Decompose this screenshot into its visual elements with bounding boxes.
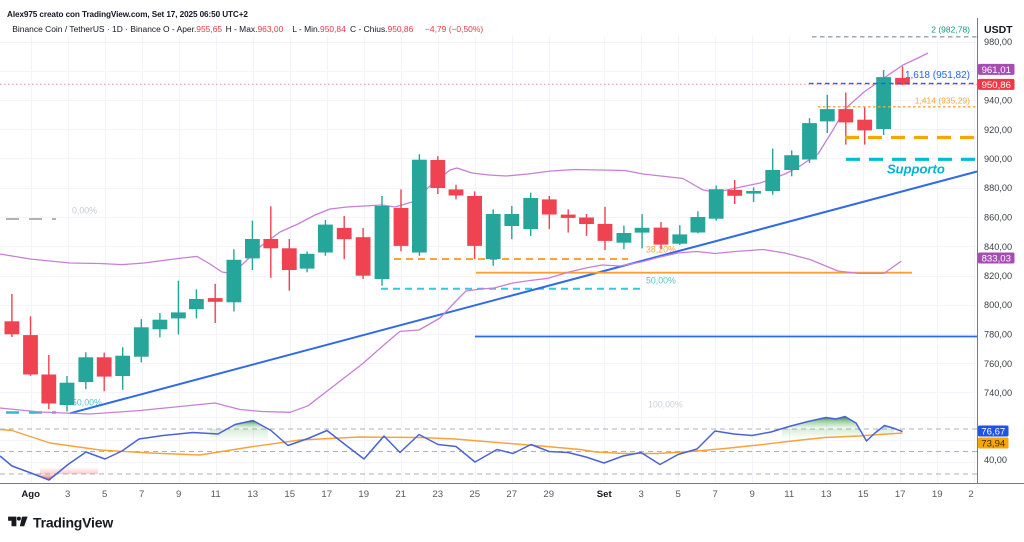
svg-text:19: 19 [932, 489, 943, 500]
svg-text:73,94: 73,94 [981, 439, 1006, 450]
svg-text:USDT: USDT [984, 24, 1013, 36]
svg-text:900,00: 900,00 [984, 154, 1012, 164]
svg-text:Alex975 creato con TradingView: Alex975 creato con TradingView.com, Set … [7, 10, 248, 19]
svg-text:Set: Set [597, 489, 613, 500]
svg-text:17: 17 [321, 489, 332, 500]
svg-text:Ago: Ago [21, 489, 40, 500]
svg-text:50,00%: 50,00% [72, 398, 102, 408]
svg-text:2 (982,78): 2 (982,78) [931, 25, 970, 35]
svg-text:3: 3 [639, 489, 644, 500]
svg-text:−4,79 (−0,50%): −4,79 (−0,50%) [425, 24, 483, 34]
svg-text:980,00: 980,00 [984, 37, 1012, 47]
svg-text:820,00: 820,00 [984, 271, 1012, 281]
svg-text:100,00%: 100,00% [648, 400, 683, 410]
svg-text:920,00: 920,00 [984, 125, 1012, 135]
svg-text:29: 29 [543, 489, 554, 500]
svg-text:27: 27 [506, 489, 517, 500]
svg-text:1,414 (935,29): 1,414 (935,29) [915, 96, 970, 106]
svg-text:21: 21 [395, 489, 406, 500]
svg-text:23: 23 [432, 489, 443, 500]
svg-text:13: 13 [247, 489, 258, 500]
svg-text:0,00%: 0,00% [72, 206, 97, 216]
svg-text:7: 7 [139, 489, 144, 500]
svg-text:780,00: 780,00 [984, 330, 1012, 340]
svg-text:C - Chius.950,86: C - Chius.950,86 [350, 24, 414, 34]
svg-text:11: 11 [784, 489, 794, 500]
svg-text:76,67: 76,67 [981, 427, 1005, 438]
svg-text:25: 25 [469, 489, 480, 500]
svg-text:3: 3 [65, 489, 70, 500]
svg-text:833,03: 833,03 [982, 254, 1011, 265]
svg-text:950,86: 950,86 [982, 80, 1011, 91]
svg-text:961,01: 961,01 [982, 65, 1011, 76]
svg-text:40,00: 40,00 [984, 455, 1007, 465]
svg-text:Supporto: Supporto [887, 162, 945, 177]
svg-text:11: 11 [211, 489, 221, 500]
svg-text:800,00: 800,00 [984, 300, 1012, 310]
svg-text:19: 19 [358, 489, 369, 500]
svg-text:L - Min.950,84: L - Min.950,84 [292, 24, 346, 34]
svg-text:50,00%: 50,00% [646, 276, 676, 286]
svg-text:9: 9 [176, 489, 181, 500]
svg-text:5: 5 [102, 489, 107, 500]
svg-text:TradingView: TradingView [33, 514, 113, 530]
svg-text:7: 7 [713, 489, 718, 500]
svg-text:1,618 (951,82): 1,618 (951,82) [905, 70, 970, 81]
svg-text:840,00: 840,00 [984, 242, 1012, 252]
svg-text:Binance Coin / TetherUS · 1D ·: Binance Coin / TetherUS · 1D · Binance [12, 24, 161, 34]
svg-text:13: 13 [821, 489, 832, 500]
svg-text:940,00: 940,00 [984, 96, 1012, 106]
svg-text:880,00: 880,00 [984, 183, 1012, 193]
svg-text:9: 9 [750, 489, 755, 500]
svg-text:760,00: 760,00 [984, 359, 1012, 369]
svg-text:H - Max.963,00: H - Max.963,00 [226, 24, 284, 34]
svg-text:15: 15 [858, 489, 869, 500]
svg-text:860,00: 860,00 [984, 213, 1012, 223]
svg-text:17: 17 [895, 489, 906, 500]
svg-text:38,20%: 38,20% [646, 245, 676, 255]
svg-text:5: 5 [676, 489, 681, 500]
svg-text:740,00: 740,00 [984, 388, 1012, 398]
svg-text:15: 15 [284, 489, 295, 500]
svg-text:O - Aper.955,65: O - Aper.955,65 [163, 24, 222, 34]
svg-text:2: 2 [968, 489, 973, 500]
